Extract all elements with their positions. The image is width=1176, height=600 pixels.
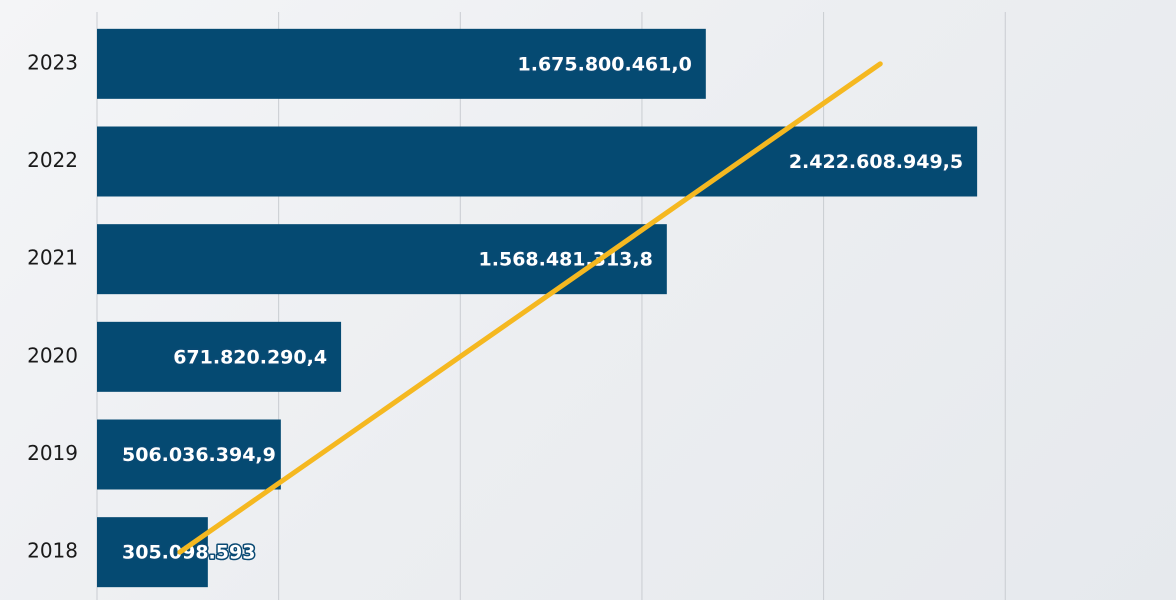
value-label: 1.675.800.461,0	[518, 53, 692, 75]
bar	[97, 28, 706, 99]
y-tick-label: 2021	[27, 246, 78, 270]
trend-line	[177, 61, 883, 555]
value-label: 671.820.290,4	[173, 346, 327, 368]
y-tick-label: 2018	[27, 539, 78, 563]
bar	[97, 419, 281, 490]
y-tick-label: 2020	[27, 343, 78, 367]
value-label: 2.422.608.949,5	[789, 151, 963, 173]
bar	[97, 224, 667, 295]
value-label: 506.036.394,9	[122, 444, 276, 466]
y-tick-label: 2022	[27, 148, 78, 172]
y-tick-label: 2023	[27, 50, 78, 74]
bar	[97, 517, 208, 588]
bar	[97, 126, 978, 197]
bar	[97, 321, 342, 392]
value-label: 1.568.481.313,8	[479, 249, 653, 271]
y-tick-label: 2019	[27, 441, 78, 465]
